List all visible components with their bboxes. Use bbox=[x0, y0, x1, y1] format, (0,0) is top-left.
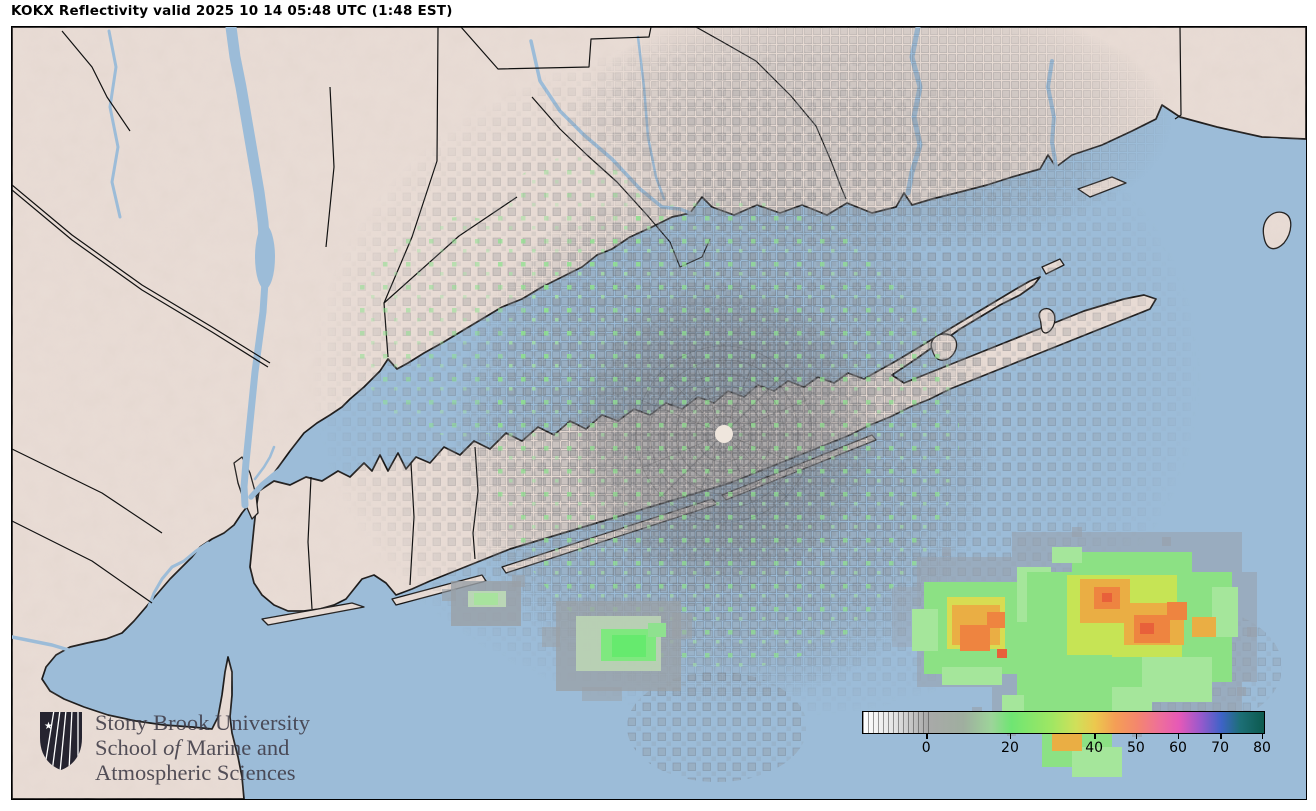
county-border-nj bbox=[12, 448, 163, 534]
wallkill-river bbox=[107, 29, 122, 219]
shield-icon: ★ bbox=[40, 712, 82, 770]
hudson-river-lower bbox=[240, 278, 269, 509]
logo-line2: School of Marine and bbox=[95, 735, 290, 760]
harlem-river bbox=[253, 445, 276, 481]
ri-coastal-pond bbox=[1190, 131, 1214, 139]
county-border-li-brooklyn-queens bbox=[307, 476, 313, 610]
ri-coastal-pond bbox=[1223, 135, 1251, 143]
university-name: Stony Brook University School of Marine … bbox=[95, 710, 310, 785]
radar-site-marker bbox=[715, 425, 733, 443]
logo-line3: Atmospheric Sciences bbox=[95, 760, 296, 785]
echo-se-east-lobe bbox=[1017, 547, 1238, 702]
arthur-kill bbox=[140, 541, 210, 625]
echo-cell-sw1 bbox=[442, 575, 525, 626]
colorbar-gradient bbox=[863, 712, 1264, 733]
state-border-ct-ri bbox=[1174, 27, 1182, 120]
page-title: KOKX Reflectivity valid 2025 10 14 05:48… bbox=[11, 3, 453, 19]
map-svg bbox=[12, 27, 1306, 799]
logo-line1: Stony Brook University bbox=[95, 710, 311, 735]
raritan-river bbox=[12, 635, 119, 669]
hudson-river-upper bbox=[225, 27, 271, 259]
echo-cell-sw2 bbox=[542, 601, 692, 701]
clear-air-green-speckles bbox=[492, 157, 652, 317]
county-border-nw bbox=[61, 30, 131, 132]
state-border-nj-ny bbox=[12, 189, 269, 368]
shield-star: ★ bbox=[44, 721, 53, 732]
clutter-clump-south bbox=[627, 672, 807, 782]
map-canvas bbox=[11, 26, 1307, 800]
state-border-nj-ny bbox=[12, 184, 271, 364]
colorbar-hatch-region bbox=[863, 712, 932, 733]
county-border-nj bbox=[12, 520, 153, 604]
haverstraw-bay bbox=[255, 225, 275, 289]
university-logo: ★ Stony Brook University School of Marin… bbox=[38, 710, 310, 785]
colorbar bbox=[862, 711, 1265, 734]
county-border-westchester bbox=[325, 86, 335, 248]
ri-coastal-pond bbox=[1258, 138, 1286, 146]
